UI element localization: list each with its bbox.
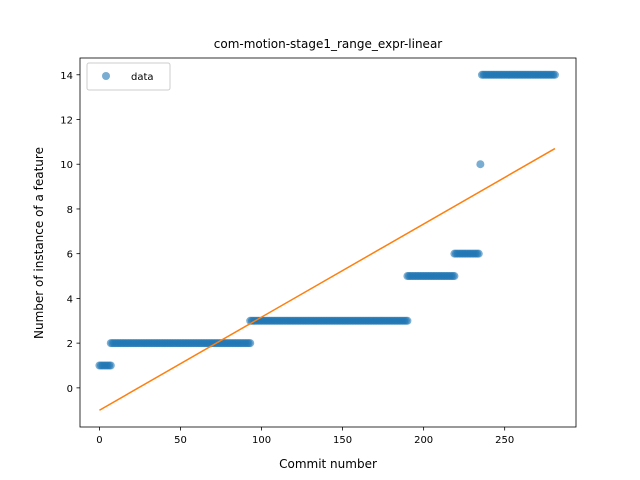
y-axis-title: Number of instance of a feature [32, 147, 46, 339]
plot-marks [95, 70, 559, 411]
x-tick-label: 150 [333, 435, 352, 446]
y-tick-label: 2 [67, 339, 73, 350]
x-tick-label: 250 [495, 435, 514, 446]
y-tick-label: 10 [60, 160, 73, 171]
y-tick-label: 14 [60, 71, 73, 82]
y-tick-label: 8 [67, 205, 73, 216]
y-tick-label: 6 [67, 250, 73, 261]
legend: data [86, 62, 171, 91]
legend-box [86, 62, 171, 91]
data-point [246, 339, 255, 348]
x-tick-label: 100 [252, 435, 271, 446]
y-tick-label: 0 [67, 384, 73, 395]
legend-marker-data [102, 72, 110, 80]
y-tick-label: 12 [60, 116, 73, 127]
data-point [476, 160, 485, 169]
data-point [106, 361, 115, 370]
data-point [403, 316, 412, 325]
data-point [450, 272, 459, 281]
data-point [474, 249, 483, 258]
axes-layer: 0 50 100 150 200 250 0 2 4 6 8 10 12 14 [60, 57, 577, 446]
plot-frame [79, 57, 577, 428]
y-tick-label: 4 [67, 294, 73, 305]
fit-line [99, 147, 556, 411]
data-point [550, 70, 559, 79]
x-axis-title: Commit number [279, 457, 377, 471]
x-tick-label: 0 [96, 435, 102, 446]
x-tick-label: 200 [414, 435, 433, 446]
legend-label-data: data [131, 72, 154, 83]
x-tick-label: 50 [174, 435, 187, 446]
chart-title: com-motion-stage1_range_expr-linear [214, 37, 443, 51]
